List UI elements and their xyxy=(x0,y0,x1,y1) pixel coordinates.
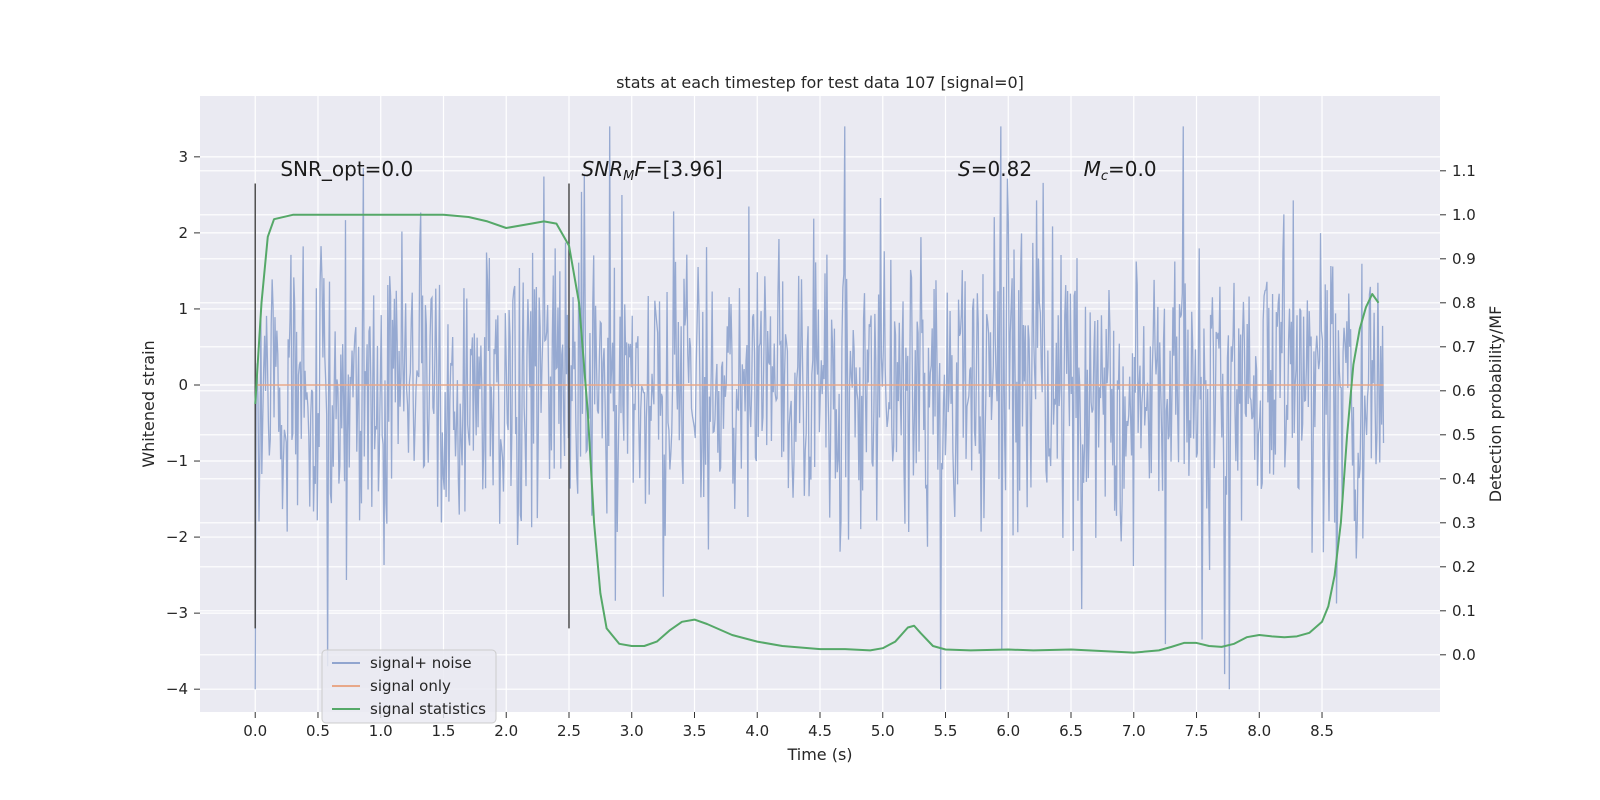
legend-label-signal-statistics: signal statistics xyxy=(370,700,486,718)
y-axis-right-label: Detection probability/MF xyxy=(1486,306,1505,503)
signal-statistics-line xyxy=(254,213,1380,654)
x-tick-label: 2.5 xyxy=(557,722,581,740)
x-tick-label: 4.5 xyxy=(808,722,832,740)
x-tick-label: 1.5 xyxy=(432,722,456,740)
y-left-tick-label: 0 xyxy=(178,376,188,394)
y-right-tick-label: 1.1 xyxy=(1452,162,1476,180)
x-tick-label: 1.0 xyxy=(369,722,393,740)
y-left-tick-label: −3 xyxy=(166,604,188,622)
x-tick-label: 2.0 xyxy=(494,722,518,740)
y-right-tick-label: 0.7 xyxy=(1452,338,1476,356)
y-right-tick-label: 1.0 xyxy=(1452,206,1476,224)
chart-title: stats at each timestep for test data 107… xyxy=(616,73,1024,92)
x-tick-label: 3.5 xyxy=(683,722,707,740)
x-tick-label: 0.0 xyxy=(243,722,267,740)
annotation-snr-opt: SNR_opt=0.0 xyxy=(280,157,413,181)
y-left-tick-label: 1 xyxy=(178,300,188,318)
annotation-s-statistic: S=0.82 xyxy=(958,157,1032,181)
y-left-tick-label: −2 xyxy=(166,528,188,546)
x-tick-label: 7.5 xyxy=(1185,722,1209,740)
y-left-tick-label: 3 xyxy=(178,148,188,166)
x-tick-label: 8.0 xyxy=(1247,722,1271,740)
legend-label-signal-only: signal only xyxy=(370,677,451,695)
y-right-tick-label: 0.5 xyxy=(1452,426,1476,444)
x-tick-label: 0.5 xyxy=(306,722,330,740)
x-tick-label: 6.0 xyxy=(996,722,1020,740)
y-right-tick-label: 0.0 xyxy=(1452,646,1476,664)
y-right-tick-label: 0.3 xyxy=(1452,514,1476,532)
x-tick-label: 5.0 xyxy=(871,722,895,740)
legend-box xyxy=(321,649,497,724)
signal-statistics-trace xyxy=(254,213,1380,654)
axis-ticks: 0.0 0.5 1.0 1.5 2.0 2.5 3.0 3.5 4.0 4.5 5.0 5.5 6.0 6… xyxy=(166,148,1476,740)
annotations: SNR_opt=0.0 SNRMF=[3.96] S=0.82 Mc=0.0 xyxy=(280,157,1156,184)
y-right-tick-label: 0.2 xyxy=(1452,558,1476,576)
signal-noise-trace xyxy=(254,126,1385,690)
x-tick-label: 8.5 xyxy=(1310,722,1334,740)
y-right-tick-label: 0.9 xyxy=(1452,250,1476,268)
y-left-tick-label: −4 xyxy=(166,680,188,698)
x-tick-label: 7.0 xyxy=(1122,722,1146,740)
y-right-tick-label: 0.4 xyxy=(1452,470,1476,488)
x-axis-label: Time (s) xyxy=(786,745,852,764)
signal-noise-line xyxy=(254,126,1385,690)
x-tick-label: 3.0 xyxy=(620,722,644,740)
x-tick-label: 6.5 xyxy=(1059,722,1083,740)
legend-label-signal-noise: signal+ noise xyxy=(370,654,472,672)
y-right-tick-label: 0.1 xyxy=(1452,602,1476,620)
annotation-chirp-mass: Mc=0.0 xyxy=(1084,157,1157,184)
legend: signal+ noise signal only signal statist… xyxy=(321,649,497,724)
x-tick-label: 5.5 xyxy=(934,722,958,740)
x-tick-label: 4.0 xyxy=(745,722,769,740)
y-right-tick-label: 0.6 xyxy=(1452,382,1476,400)
y-left-tick-label: −1 xyxy=(166,452,188,470)
y-right-tick-label: 0.8 xyxy=(1452,294,1476,312)
vertical-markers xyxy=(254,183,570,629)
y-left-tick-label: 2 xyxy=(178,224,188,242)
y-axis-left-label: Whitened strain xyxy=(139,340,158,467)
annotation-snr-mf: SNRMF=[3.96] xyxy=(582,157,723,184)
